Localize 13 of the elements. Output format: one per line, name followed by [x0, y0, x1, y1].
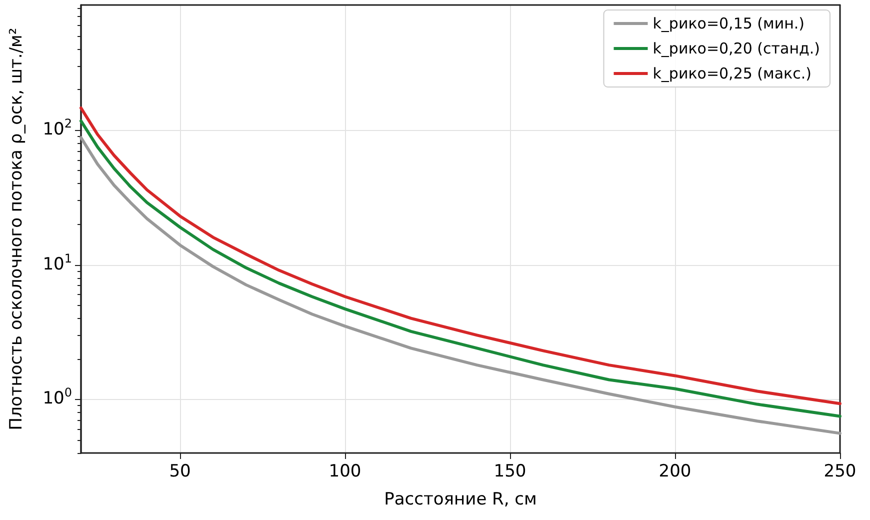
legend-label: k_рико=0,20 (станд.): [652, 40, 820, 58]
y-tick-label: 10$^{0}$: [42, 386, 72, 409]
y-tick-label: 10$^{1}$: [42, 251, 72, 274]
x-tick-label: 200: [658, 462, 692, 482]
y-axis-title: Плотность осколочного потока ρ_оск, шт./м²: [6, 28, 26, 430]
x-tick-label: 50: [169, 462, 191, 482]
x-axis-title: Расстояние R, см: [384, 490, 537, 510]
x-tick-label: 150: [494, 462, 526, 482]
x-tick-label: 100: [328, 462, 362, 482]
y-tick-label: 10$^{2}$: [42, 116, 72, 140]
legend-label: k_рико=0,15 (мин.): [652, 14, 805, 32]
legend-label: k_рико=0,25 (макс.): [652, 64, 812, 82]
x-tick-label: 250: [824, 462, 856, 482]
